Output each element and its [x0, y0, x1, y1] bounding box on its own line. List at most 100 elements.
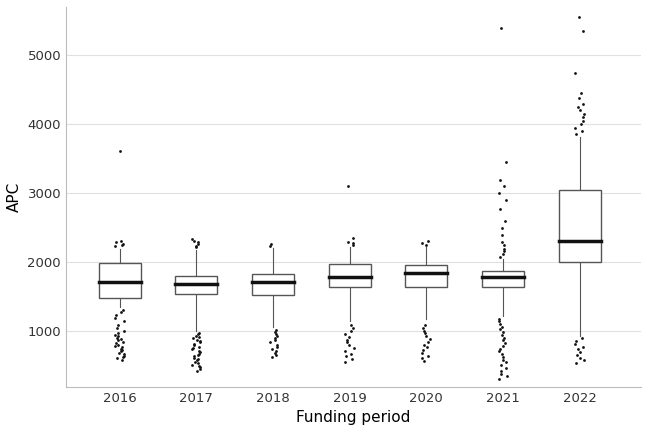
Point: [498, 356, 508, 363]
Point: [111, 239, 121, 246]
Bar: [252, 274, 294, 295]
Point: [573, 95, 584, 102]
Bar: [405, 265, 448, 287]
Point: [116, 345, 126, 352]
Point: [346, 350, 356, 357]
Point: [496, 362, 507, 368]
Point: [417, 349, 427, 356]
Point: [341, 353, 351, 360]
Point: [497, 231, 507, 238]
Point: [497, 224, 507, 231]
Point: [498, 353, 509, 360]
Point: [266, 241, 277, 248]
Point: [340, 347, 351, 354]
Point: [500, 159, 511, 166]
Point: [272, 347, 282, 354]
Point: [187, 235, 198, 242]
Point: [195, 365, 205, 372]
Point: [117, 346, 128, 353]
Point: [113, 341, 123, 348]
Y-axis label: APC: APC: [7, 182, 22, 212]
Point: [117, 240, 128, 247]
Point: [114, 349, 124, 356]
Point: [575, 121, 586, 128]
Point: [494, 190, 504, 197]
Point: [272, 343, 283, 350]
Point: [570, 340, 581, 347]
Point: [347, 235, 358, 241]
Point: [345, 321, 356, 328]
Point: [113, 329, 124, 336]
Point: [189, 340, 200, 347]
Point: [494, 205, 505, 212]
Point: [578, 100, 588, 107]
Point: [425, 336, 435, 343]
Point: [118, 307, 128, 314]
Point: [419, 327, 430, 334]
Point: [272, 327, 282, 334]
Point: [195, 338, 205, 345]
Point: [501, 359, 511, 366]
Point: [193, 360, 203, 367]
Point: [500, 340, 511, 346]
Point: [496, 25, 506, 32]
Point: [118, 338, 128, 345]
Point: [496, 370, 506, 377]
Point: [419, 341, 429, 348]
Point: [417, 355, 428, 362]
Point: [117, 357, 128, 364]
Point: [192, 336, 202, 343]
Point: [110, 343, 121, 349]
Point: [112, 334, 122, 341]
Point: [577, 28, 588, 35]
Point: [577, 128, 588, 135]
Point: [499, 245, 509, 252]
Point: [191, 244, 201, 251]
Point: [188, 335, 198, 342]
Point: [496, 331, 507, 338]
Point: [187, 361, 197, 368]
Point: [419, 324, 429, 331]
Point: [421, 333, 431, 340]
Point: [270, 335, 280, 342]
Point: [343, 183, 353, 190]
Point: [573, 346, 583, 353]
Point: [116, 336, 126, 343]
Bar: [98, 263, 141, 298]
Point: [574, 14, 584, 21]
Point: [347, 241, 358, 248]
Point: [502, 373, 512, 380]
Point: [116, 238, 126, 245]
Point: [119, 352, 129, 359]
Bar: [329, 264, 371, 286]
Point: [194, 347, 204, 354]
Point: [272, 341, 282, 348]
Point: [110, 243, 121, 250]
Point: [116, 308, 126, 315]
Point: [194, 350, 204, 357]
Point: [189, 353, 200, 360]
Bar: [559, 190, 601, 262]
Point: [190, 358, 200, 365]
Point: [119, 318, 129, 324]
Point: [191, 242, 202, 249]
Point: [496, 238, 507, 245]
Point: [193, 241, 203, 248]
Point: [579, 357, 589, 364]
Point: [119, 351, 129, 358]
Point: [494, 345, 505, 352]
Bar: [175, 276, 218, 294]
Point: [423, 238, 434, 245]
Point: [192, 356, 203, 362]
Point: [421, 241, 432, 248]
Point: [267, 345, 277, 352]
Point: [498, 241, 509, 248]
Point: [497, 323, 507, 330]
Point: [119, 327, 129, 334]
Point: [574, 354, 584, 361]
Point: [188, 345, 198, 352]
Point: [498, 337, 508, 344]
Point: [113, 333, 123, 340]
Point: [571, 360, 581, 367]
Point: [271, 351, 281, 358]
